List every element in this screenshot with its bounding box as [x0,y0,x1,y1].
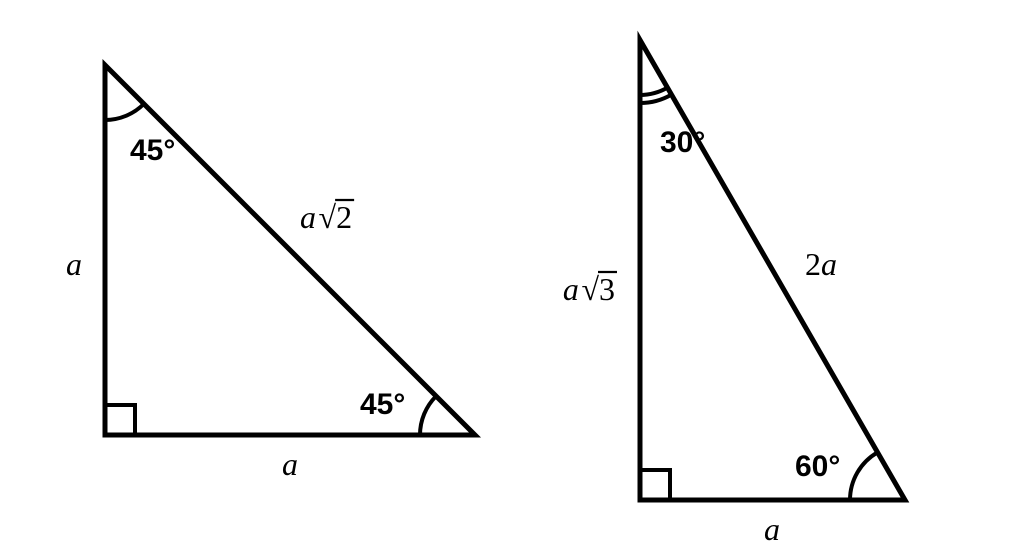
svg-text:a√2: a√2 [300,199,352,235]
side-label: a√2 [300,199,354,235]
svg-text:a: a [282,446,298,482]
triangle-outline [105,65,475,435]
right-angle-marker [105,405,135,435]
angle-arc [105,104,144,120]
triangle-30-60-90: 30° 60° a√3 a 2a [563,40,905,547]
triangle-45-45-90: 45° 45° a a a√2 [66,65,475,482]
special-right-triangles-diagram: 45° 45° a a a√2 30° 60° a√3 a 2a [0,0,1024,551]
angle-label: 30° [660,126,705,159]
side-label: a [764,511,780,547]
angle-label: 45° [130,134,175,167]
angle-arc [850,452,878,500]
side-label: a [282,446,298,482]
svg-text:2a: 2a [805,246,837,282]
angle-arc [640,88,667,95]
svg-text:a: a [764,511,780,547]
angle-label: 45° [360,388,405,421]
angle-label: 60° [795,450,840,483]
right-angle-marker [640,470,670,500]
side-label: 2a [805,246,837,282]
triangle-outline [640,40,905,500]
side-label: a√3 [563,271,617,307]
angle-arc [420,396,436,435]
svg-text:a√3: a√3 [563,271,615,307]
side-label: a [66,246,82,282]
svg-text:a: a [66,246,82,282]
